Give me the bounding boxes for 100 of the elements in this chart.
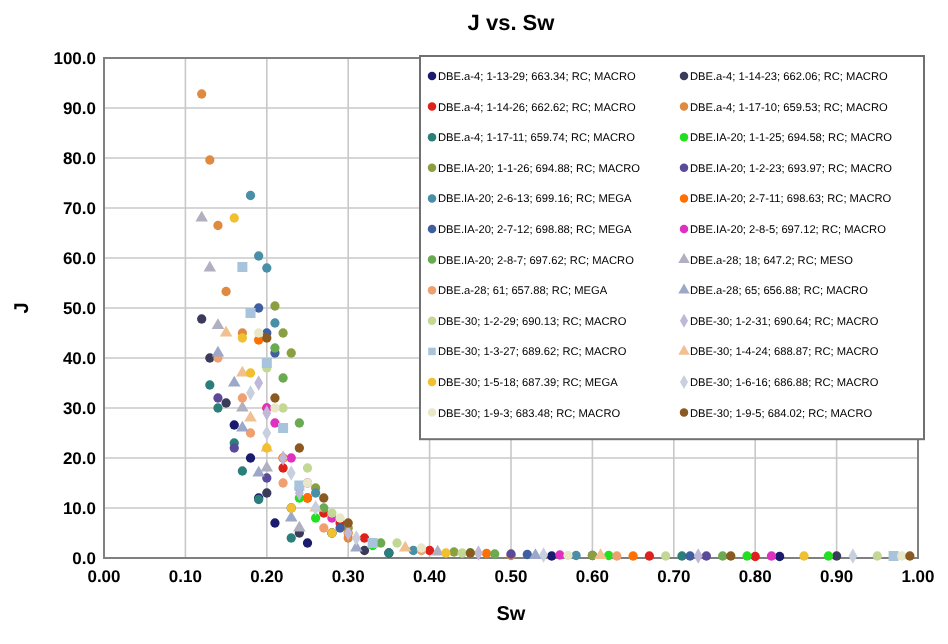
- point: [252, 465, 265, 477]
- point: [685, 551, 695, 561]
- point: [236, 365, 249, 377]
- point: [343, 518, 353, 528]
- point: [481, 548, 492, 559]
- point: [441, 548, 451, 558]
- point: [897, 551, 907, 561]
- point: [284, 510, 298, 522]
- x-tick-label: 0.80: [738, 566, 773, 586]
- y-axis-title: J: [12, 302, 34, 314]
- x-axis-title: Sw: [496, 604, 526, 626]
- point: [335, 523, 345, 533]
- point: [205, 155, 215, 165]
- point: [302, 538, 313, 548]
- point: [270, 418, 280, 428]
- point: [677, 551, 687, 561]
- y-tick-label: 10.0: [62, 497, 97, 518]
- y-tick-label: 40.0: [62, 347, 97, 368]
- point: [236, 420, 249, 432]
- point: [319, 523, 329, 533]
- point: [219, 325, 233, 337]
- point: [872, 551, 882, 561]
- y-tick-label: 70.0: [62, 197, 97, 218]
- point: [293, 520, 306, 532]
- point: [424, 545, 435, 556]
- point: [270, 318, 280, 328]
- point: [213, 220, 223, 231]
- point: [628, 551, 638, 561]
- point: [270, 301, 280, 311]
- point: [211, 345, 225, 357]
- x-tick-label: 0.70: [657, 566, 691, 586]
- x-tick-label: 0.00: [87, 566, 122, 586]
- point: [278, 422, 289, 434]
- x-tick-label: 1.00: [901, 566, 936, 586]
- point: [294, 418, 304, 428]
- point: [221, 398, 231, 408]
- point: [449, 547, 459, 557]
- point: [644, 551, 655, 561]
- point: [203, 260, 217, 272]
- point: [262, 333, 272, 343]
- y-tick-label: 100.0: [53, 47, 97, 68]
- point: [278, 403, 288, 413]
- point: [205, 353, 215, 363]
- point: [229, 213, 239, 223]
- point: [311, 513, 321, 523]
- point: [254, 328, 264, 338]
- point: [262, 473, 272, 483]
- point: [774, 551, 785, 562]
- point: [278, 463, 288, 473]
- point: [701, 551, 711, 561]
- y-tick-label: 0.0: [72, 547, 97, 568]
- point: [457, 548, 467, 558]
- point: [211, 318, 225, 330]
- point: [197, 89, 207, 99]
- point: [286, 533, 296, 543]
- x-tick-label: 0.40: [413, 566, 447, 586]
- point: [261, 357, 272, 369]
- point: [262, 488, 272, 498]
- point: [278, 328, 288, 338]
- point: [270, 343, 280, 353]
- x-tick-label: 0.60: [575, 566, 610, 586]
- point: [766, 551, 777, 561]
- point: [905, 551, 915, 561]
- point: [799, 551, 809, 561]
- point: [742, 551, 752, 561]
- point: [237, 466, 248, 476]
- point: [359, 533, 370, 543]
- point: [245, 307, 256, 319]
- point: [888, 550, 899, 562]
- point: [319, 503, 329, 513]
- x-tick-label: 0.50: [494, 566, 529, 586]
- point: [270, 518, 280, 528]
- x-tick-label: 0.90: [820, 566, 854, 586]
- point: [213, 403, 223, 413]
- x-tick-label: 0.20: [250, 566, 284, 586]
- point: [245, 190, 256, 201]
- point: [286, 453, 296, 463]
- point: [237, 333, 248, 343]
- point: [571, 550, 581, 561]
- point: [221, 286, 231, 297]
- point: [294, 443, 304, 453]
- y-tick-label: 90.0: [62, 97, 97, 118]
- point: [227, 375, 241, 387]
- point: [197, 314, 207, 324]
- point: [594, 548, 607, 560]
- point: [229, 420, 239, 430]
- point: [213, 393, 223, 403]
- point: [237, 261, 248, 273]
- point: [726, 551, 736, 561]
- point: [270, 393, 280, 403]
- point: [398, 540, 412, 552]
- y-tick-label: 30.0: [62, 397, 97, 418]
- point: [311, 488, 321, 498]
- point: [823, 551, 834, 561]
- point: [327, 508, 337, 518]
- point: [229, 443, 239, 453]
- point: [195, 210, 208, 222]
- point: [612, 551, 622, 561]
- point: [254, 251, 264, 261]
- point: [490, 549, 500, 559]
